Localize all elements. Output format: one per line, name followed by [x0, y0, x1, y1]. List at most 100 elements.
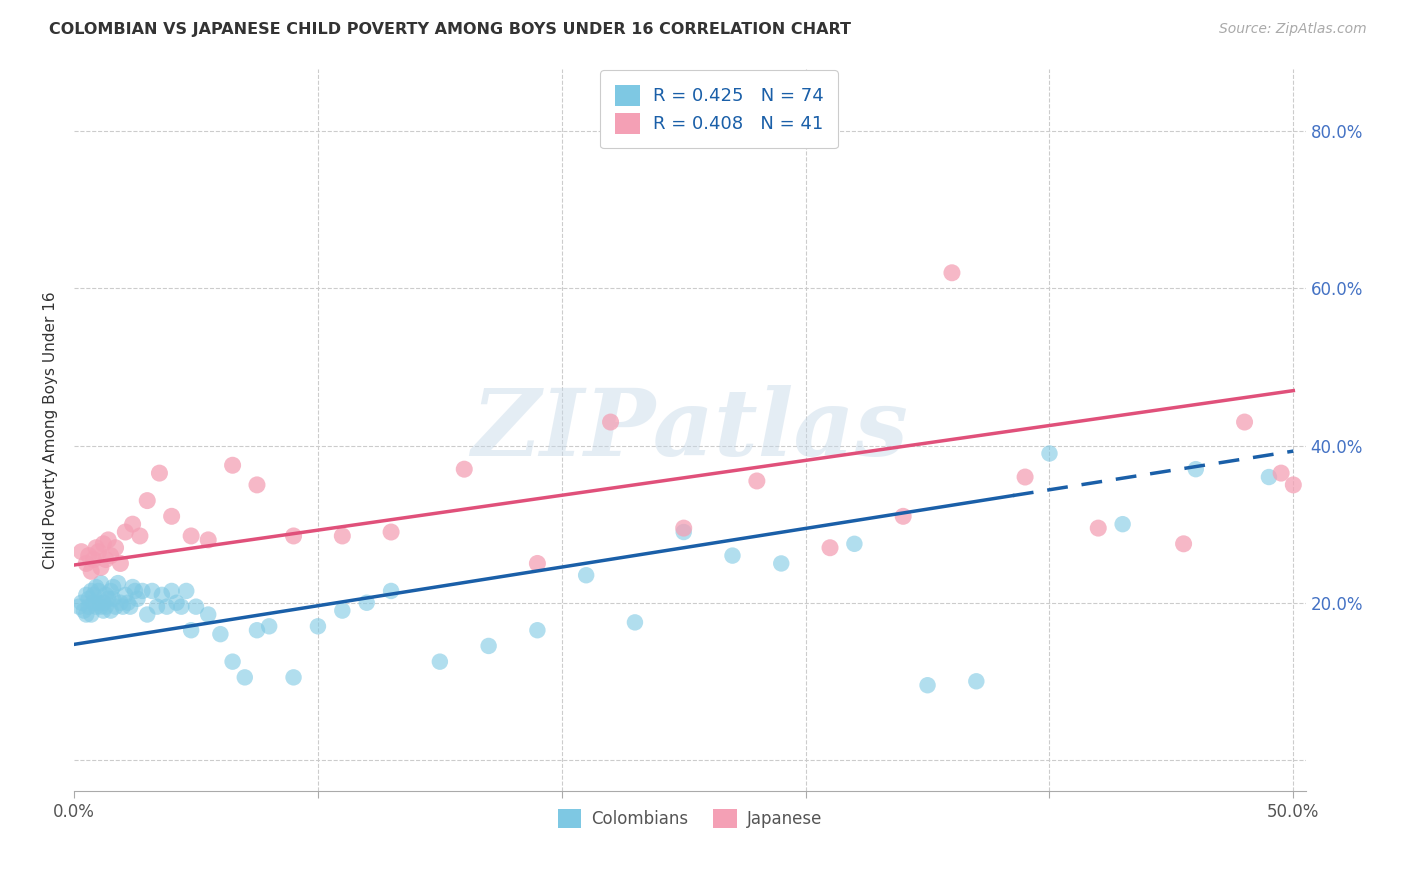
Point — [526, 557, 548, 571]
Point — [93, 537, 115, 551]
Point — [100, 604, 122, 618]
Point — [170, 599, 193, 614]
Y-axis label: Child Poverty Among Boys Under 16: Child Poverty Among Boys Under 16 — [44, 291, 58, 569]
Point — [121, 517, 143, 532]
Point — [121, 580, 143, 594]
Point — [307, 619, 329, 633]
Point — [100, 584, 122, 599]
Point — [246, 624, 269, 638]
Point — [94, 552, 117, 566]
Point — [75, 588, 97, 602]
Point — [83, 596, 105, 610]
Point — [90, 599, 112, 614]
Point — [380, 524, 402, 539]
Point — [120, 599, 142, 614]
Point — [526, 624, 548, 638]
Point — [77, 599, 100, 614]
Point — [233, 670, 256, 684]
Point — [174, 584, 197, 599]
Point — [209, 627, 232, 641]
Point — [1258, 470, 1281, 484]
Point — [94, 599, 117, 614]
Text: COLOMBIAN VS JAPANESE CHILD POVERTY AMONG BOYS UNDER 16 CORRELATION CHART: COLOMBIAN VS JAPANESE CHILD POVERTY AMON… — [49, 22, 851, 37]
Point — [624, 615, 647, 630]
Point — [90, 576, 112, 591]
Point — [127, 591, 149, 606]
Point — [93, 596, 115, 610]
Point — [965, 674, 987, 689]
Point — [83, 552, 105, 566]
Point — [283, 529, 305, 543]
Point — [770, 557, 793, 571]
Point — [672, 521, 695, 535]
Point — [100, 549, 122, 563]
Point — [117, 596, 139, 610]
Point — [575, 568, 598, 582]
Point — [1038, 446, 1060, 460]
Point — [721, 549, 744, 563]
Point — [80, 584, 103, 599]
Point — [160, 584, 183, 599]
Point — [131, 584, 153, 599]
Point — [1173, 537, 1195, 551]
Point — [77, 591, 100, 606]
Legend: Colombians, Japanese: Colombians, Japanese — [551, 803, 828, 835]
Point — [80, 607, 103, 622]
Point — [380, 584, 402, 599]
Point — [110, 596, 132, 610]
Point — [101, 580, 124, 594]
Point — [941, 266, 963, 280]
Point — [77, 549, 100, 563]
Point — [146, 599, 169, 614]
Point — [129, 529, 152, 543]
Point — [111, 599, 134, 614]
Point — [114, 588, 136, 602]
Point — [246, 478, 269, 492]
Point — [599, 415, 621, 429]
Point — [156, 599, 179, 614]
Point — [891, 509, 914, 524]
Point — [1282, 478, 1305, 492]
Point — [101, 591, 124, 606]
Point — [330, 604, 353, 618]
Point — [330, 529, 353, 543]
Point — [67, 599, 90, 614]
Point — [148, 466, 170, 480]
Point — [114, 524, 136, 539]
Point — [124, 584, 146, 599]
Point — [141, 584, 163, 599]
Text: Source: ZipAtlas.com: Source: ZipAtlas.com — [1219, 22, 1367, 37]
Point — [197, 533, 219, 547]
Point — [87, 584, 110, 599]
Point — [93, 604, 115, 618]
Point — [80, 564, 103, 578]
Point — [1270, 466, 1292, 480]
Point — [75, 607, 97, 622]
Point — [453, 462, 475, 476]
Point — [184, 599, 207, 614]
Point — [180, 624, 202, 638]
Point — [478, 639, 501, 653]
Point — [197, 607, 219, 622]
Point — [1014, 470, 1036, 484]
Point — [90, 560, 112, 574]
Point — [429, 655, 451, 669]
Point — [166, 596, 188, 610]
Text: ZIPatlas: ZIPatlas — [471, 385, 908, 475]
Point — [70, 544, 93, 558]
Point — [1233, 415, 1256, 429]
Point — [257, 619, 280, 633]
Point — [104, 541, 127, 555]
Point — [672, 524, 695, 539]
Point — [87, 544, 110, 558]
Point — [107, 576, 129, 591]
Point — [73, 604, 96, 618]
Point — [136, 607, 159, 622]
Point — [1087, 521, 1109, 535]
Point — [75, 557, 97, 571]
Point — [84, 541, 107, 555]
Point — [110, 557, 132, 571]
Point — [97, 533, 120, 547]
Point — [84, 599, 107, 614]
Point — [1184, 462, 1206, 476]
